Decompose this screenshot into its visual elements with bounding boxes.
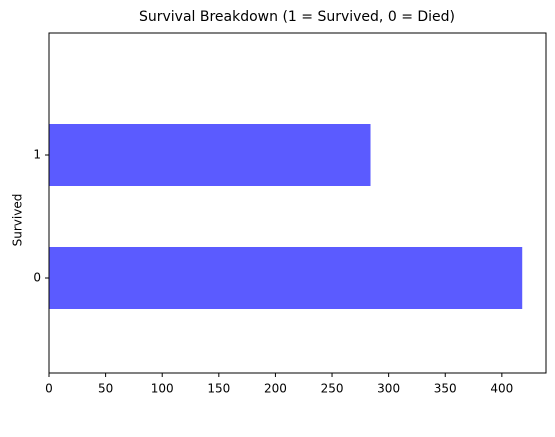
x-tick-label: 400 [490, 382, 513, 396]
x-tick-label: 100 [151, 382, 174, 396]
x-tick-label: 250 [321, 382, 344, 396]
x-tick-label: 300 [377, 382, 400, 396]
x-tick-label: 50 [98, 382, 113, 396]
chart-title: Survival Breakdown (1 = Survived, 0 = Di… [139, 9, 455, 25]
y-tick-label: 0 [33, 271, 41, 285]
bar [49, 247, 523, 309]
y-tick-label: 1 [33, 148, 41, 162]
bar [49, 124, 371, 186]
x-tick-label: 350 [434, 382, 457, 396]
y-axis-label: Survived [11, 194, 25, 247]
plot-frame [48, 32, 547, 374]
x-tick-label: 200 [264, 382, 287, 396]
x-tick-label: 150 [207, 382, 230, 396]
x-tick-label: 0 [45, 382, 53, 396]
